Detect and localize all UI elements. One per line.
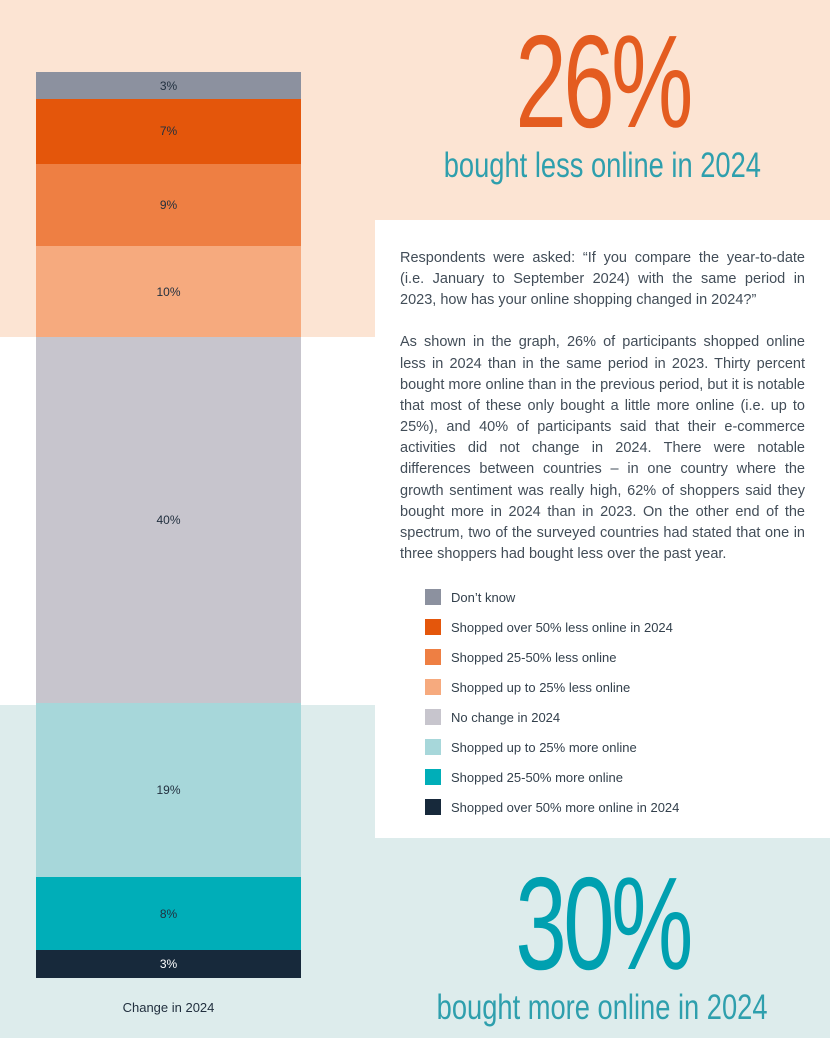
bar-caption: Change in 2024	[122, 1000, 215, 1015]
headline-bought-less: 26% bought less online in 2024	[375, 16, 830, 185]
legend-item-2: Shopped 25-50% less online	[425, 649, 805, 666]
bar-segment-4: 40%	[36, 337, 301, 704]
legend-swatch	[425, 769, 441, 786]
bar-segment-value-label: 3%	[159, 78, 178, 93]
legend-label: Shopped up to 25% more online	[451, 739, 637, 755]
legend-swatch	[425, 619, 441, 636]
legend-swatch	[425, 799, 441, 816]
legend-item-0: Don’t know	[425, 589, 805, 606]
legend-swatch	[425, 709, 441, 726]
bar-segment-value-label: 40%	[156, 513, 181, 528]
bar-segment-value-label: 10%	[156, 284, 181, 299]
bar-segment-5: 19%	[36, 703, 301, 878]
legend-swatch	[425, 649, 441, 666]
stacked-bar-chart: 3% 7% 9% 10% 40% 19% 8% 3%	[36, 72, 301, 978]
legend-label: No change in 2024	[451, 709, 561, 725]
legend-label: Shopped up to 25% less online	[451, 679, 631, 695]
bar-segment-value-label: 3%	[159, 957, 178, 972]
legend-label: Shopped 25-50% less online	[451, 649, 617, 665]
text-panel: Respondents were asked: “If you compare …	[375, 220, 830, 838]
headline-top-value: 26%	[515, 8, 693, 155]
legend: Don’t know Shopped over 50% less online i…	[425, 589, 805, 816]
bar-segment-7: 3%	[36, 950, 301, 978]
legend-item-7: Shopped over 50% more online in 2024	[425, 799, 805, 816]
headline-bottom-value: 30%	[515, 850, 693, 997]
bar-segment-value-label: 7%	[159, 124, 178, 139]
legend-item-6: Shopped 25-50% more online	[425, 769, 805, 786]
paragraph-question: Respondents were asked: “If you compare …	[400, 250, 805, 309]
bar-segment-0: 3%	[36, 72, 301, 100]
bar-segment-6: 8%	[36, 877, 301, 951]
legend-item-1: Shopped over 50% less online in 2024	[425, 619, 805, 636]
legend-label: Shopped 25-50% more online	[451, 769, 624, 785]
headline-bought-more: 30% bought more online in 2024	[375, 858, 830, 1027]
bar-segment-3: 10%	[36, 245, 301, 338]
bar-segment-value-label: 19%	[156, 783, 181, 798]
legend-label: Shopped over 50% more online in 2024	[451, 799, 680, 815]
bar-segment-value-label: 9%	[159, 197, 178, 212]
legend-item-3: Shopped up to 25% less online	[425, 679, 805, 696]
paragraph-analysis: As shown in the graph, 26% of participan…	[400, 334, 805, 563]
bar-segment-2: 9%	[36, 163, 301, 246]
legend-label: Don’t know	[451, 589, 516, 605]
legend-label: Shopped over 50% less online in 2024	[451, 619, 673, 635]
legend-swatch	[425, 679, 441, 696]
legend-swatch	[425, 739, 441, 756]
bar-segment-value-label: 8%	[159, 906, 178, 921]
legend-item-4: No change in 2024	[425, 709, 805, 726]
headline-bottom-subtitle: bought more online in 2024	[437, 988, 768, 1027]
legend-swatch	[425, 589, 441, 606]
legend-item-5: Shopped up to 25% more online	[425, 739, 805, 756]
bar-segment-1: 7%	[36, 99, 301, 164]
headline-top-subtitle: bought less online in 2024	[443, 146, 762, 185]
